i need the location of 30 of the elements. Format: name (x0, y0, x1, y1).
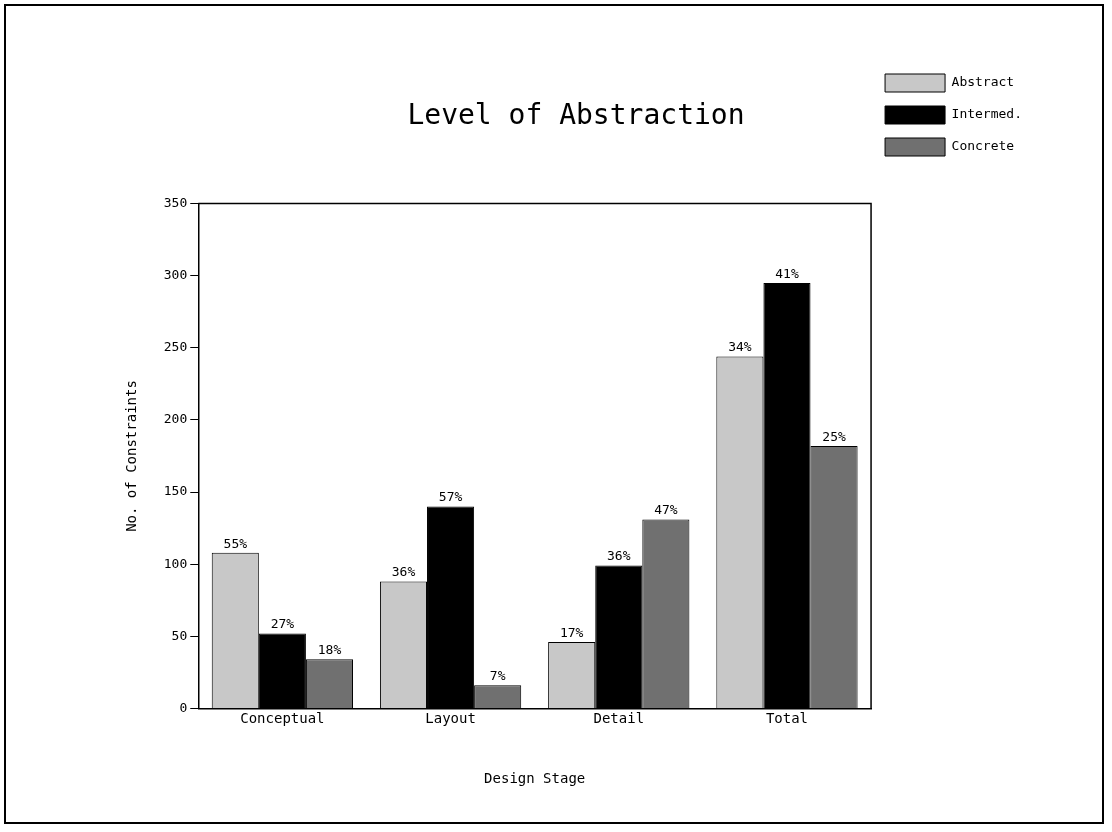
y-axis-title: No. of Constraints (123, 380, 140, 532)
y-tick-label: 100 (163, 555, 188, 571)
annotation: 18% (317, 642, 342, 658)
annotation: 7% (489, 668, 506, 684)
annotation: 41% (775, 265, 799, 281)
y-tick-label: 250 (163, 339, 188, 355)
y-tick-label: 150 (163, 483, 188, 499)
y-tick-label: 200 (163, 411, 188, 427)
legend-label: Concrete (951, 138, 1015, 154)
x-tick-label: Conceptual (240, 710, 325, 727)
x-tick-label: Layout (425, 710, 476, 727)
annotation: 27% (270, 616, 295, 632)
y-tick-label: 300 (163, 267, 188, 283)
legend-label: Intermed. (951, 106, 1023, 122)
legend-label: Abstract (951, 74, 1015, 90)
annotation: 55% (223, 535, 248, 551)
y-tick-label: 350 (163, 194, 188, 210)
x-tick-label: Detail (593, 710, 645, 727)
annotation: 17% (559, 624, 584, 640)
y-tick-label: 50 (171, 627, 188, 643)
x-tick-label: Total (765, 710, 809, 727)
annotation: 57% (438, 489, 463, 505)
annotation: 34% (728, 339, 752, 355)
chart-title: Level of Abstraction (407, 98, 745, 132)
annotation: 36% (607, 548, 631, 564)
y-tick-label: 0 (179, 699, 188, 715)
x-axis-title: Design Stage (484, 770, 586, 787)
annotation: 47% (654, 502, 678, 518)
annotation: 36% (391, 564, 416, 580)
annotation: 25% (822, 428, 846, 444)
